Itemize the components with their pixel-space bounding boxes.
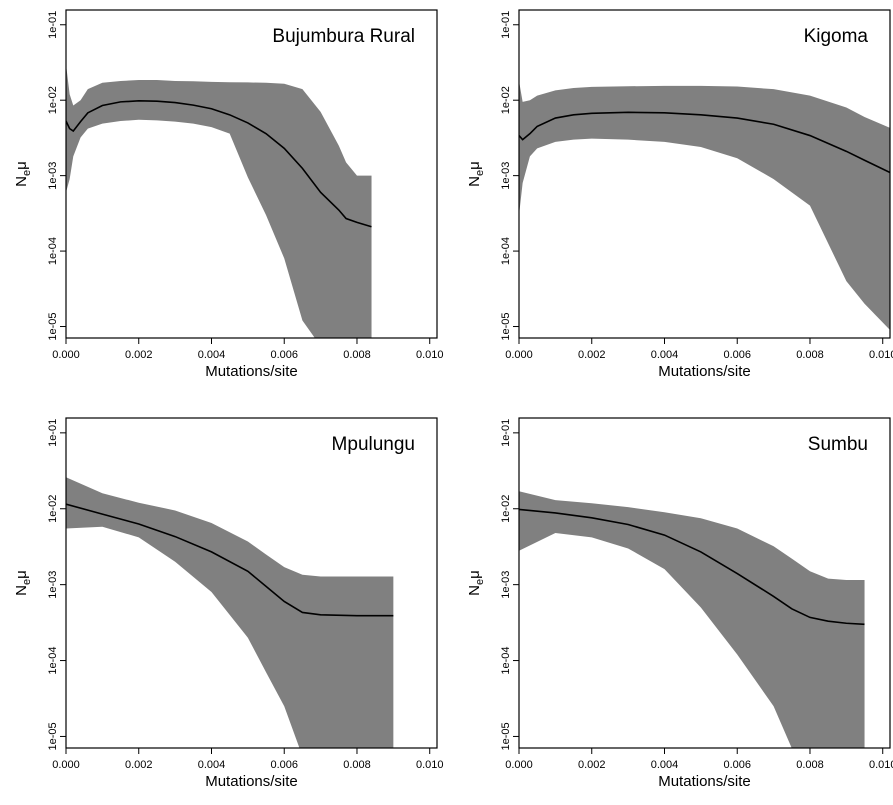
panel-bujumbura-rural: 0.000 0.002 0.004 0.006 0.008 0.010 1e-05 1e-04… [13, 9, 444, 380]
x-tick-label: 0.000 [505, 349, 533, 361]
x-tick-label: 0.006 [270, 349, 298, 361]
y-tick-label: 1e-04 [500, 237, 512, 265]
y-tick-label: 1e-05 [47, 722, 59, 750]
panel-title-bujumbura-rural: Bujumbura Rural [272, 26, 415, 47]
plot-frame [65, 9, 438, 339]
x-tick-label: 0.000 [505, 759, 533, 771]
x-tick-label: 0.008 [796, 759, 824, 771]
x-tick-label: 0.006 [270, 759, 298, 771]
plot-frame [518, 417, 891, 749]
y-tick-label: 1e-05 [500, 312, 512, 340]
panel-title-kigoma: Kigoma [804, 26, 869, 47]
y-tick-label: 1e-05 [500, 722, 512, 750]
x-tick-label: 0.010 [869, 759, 893, 771]
y-tick-label: 1e-02 [500, 86, 512, 114]
x-tick-label: 0.010 [416, 759, 444, 771]
x-tick-label: 0.006 [723, 759, 751, 771]
y-tick-label: 1e-02 [47, 86, 59, 114]
y-tick-label: 1e-01 [500, 11, 512, 39]
y-tick-label: 1e-01 [47, 419, 59, 447]
panel-title-mpulungu: Mpulungu [332, 434, 415, 455]
x-tick-label: 0.008 [343, 349, 371, 361]
x-tick-label: 0.002 [125, 759, 153, 771]
x-tick-label: 0.010 [869, 349, 893, 361]
x-tick-label: 0.000 [52, 759, 80, 771]
y-tick-label: 1e-05 [47, 312, 59, 340]
x-tick-label: 0.004 [651, 759, 679, 771]
x-tick-label: 0.004 [651, 349, 679, 361]
y-tick-label: 1e-01 [500, 419, 512, 447]
panel-sumbu: 0.000 0.002 0.004 0.006 0.008 0.010 1e-05 1e-04… [466, 417, 893, 790]
x-axis-title: Mutations/site [205, 363, 298, 380]
y-tick-label: 1e-04 [47, 237, 59, 265]
y-tick-label: 1e-01 [47, 11, 59, 39]
median-line [519, 111, 890, 174]
x-axis-title: Mutations/site [658, 773, 751, 790]
y-axis-title: Neμ [466, 161, 486, 187]
confidence-band [519, 491, 865, 748]
y-axis-title: Neμ [13, 570, 33, 596]
y-tick-label: 1e-03 [500, 162, 512, 190]
median-line [66, 100, 372, 228]
x-tick-label: 0.002 [578, 759, 606, 771]
panel-kigoma: 0.000 0.002 0.004 0.006 0.008 0.010 1e-05 1e-04… [466, 9, 893, 380]
median-line [66, 503, 394, 617]
x-tick-label: 0.000 [52, 349, 80, 361]
confidence-band [66, 64, 372, 338]
y-tick-label: 1e-04 [500, 646, 512, 674]
median-line [519, 508, 865, 626]
confidence-band [519, 80, 890, 330]
y-axis-title: Neμ [466, 570, 486, 596]
x-tick-label: 0.004 [198, 349, 226, 361]
y-tick-label: 1e-03 [500, 571, 512, 599]
y-tick-label: 1e-03 [47, 162, 59, 190]
x-tick-label: 0.006 [723, 349, 751, 361]
y-tick-label: 1e-02 [47, 495, 59, 523]
y-tick-label: 1e-04 [47, 646, 59, 674]
y-axis-title: Neμ [13, 161, 33, 187]
confidence-band [66, 477, 394, 748]
x-tick-label: 0.010 [416, 349, 444, 361]
x-tick-label: 0.002 [125, 349, 153, 361]
x-tick-label: 0.008 [343, 759, 371, 771]
x-axis-title: Mutations/site [205, 773, 298, 790]
panel-mpulungu: 0.000 0.002 0.004 0.006 0.008 0.010 1e-05 1e-04… [13, 417, 444, 790]
x-tick-label: 0.004 [198, 759, 226, 771]
y-tick-label: 1e-03 [47, 571, 59, 599]
plot-frame [65, 417, 438, 749]
y-tick-label: 1e-02 [500, 495, 512, 523]
panel-title-sumbu: Sumbu [808, 434, 868, 455]
plot-frame [518, 9, 891, 339]
x-axis-title: Mutations/site [658, 363, 751, 380]
x-tick-label: 0.002 [578, 349, 606, 361]
x-tick-label: 0.008 [796, 349, 824, 361]
